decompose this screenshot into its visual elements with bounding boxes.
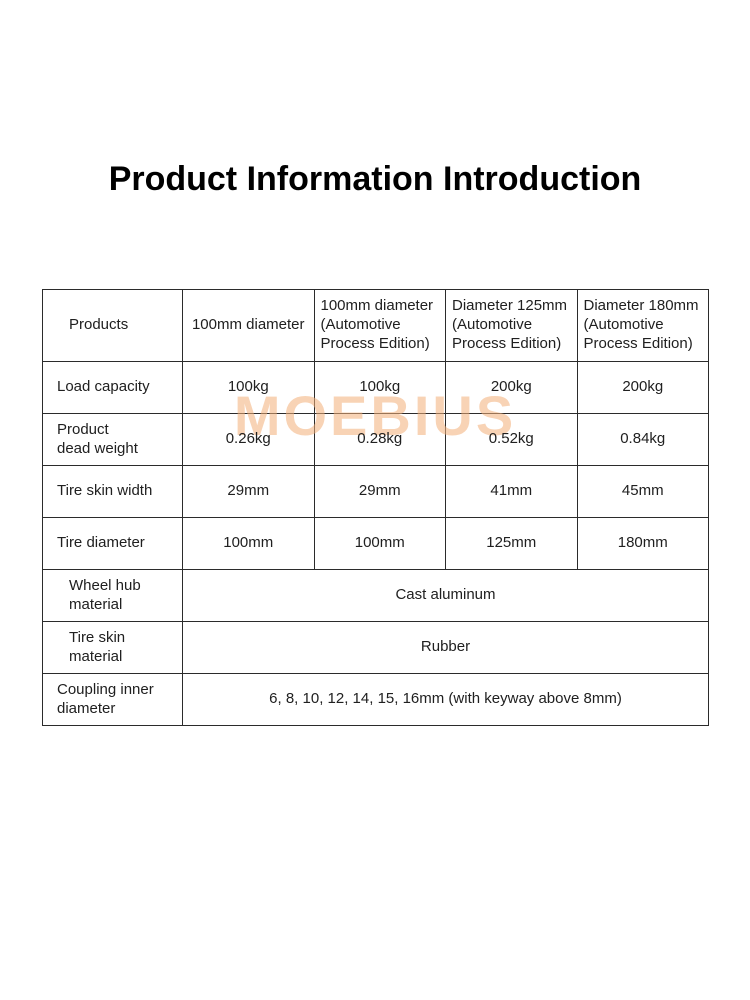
- table-cell: 29mm: [183, 466, 315, 518]
- table-header-row: Products 100mm diameter 100mm diameter (…: [43, 290, 709, 362]
- table-cell: 200kg: [577, 362, 709, 414]
- table-cell: 45mm: [577, 466, 709, 518]
- table-cell-span: 6, 8, 10, 12, 14, 15, 16mm (with keyway …: [183, 674, 709, 726]
- col-header-products: Products: [43, 290, 183, 362]
- spec-table: Products 100mm diameter 100mm diameter (…: [42, 289, 709, 726]
- table-row: Coupling innerdiameter 6, 8, 10, 12, 14,…: [43, 674, 709, 726]
- table-cell: 0.84kg: [577, 414, 709, 466]
- table-row: Tire skin width 29mm 29mm 41mm 45mm: [43, 466, 709, 518]
- col-header-125mm: Diameter 125mm (Automotive Process Editi…: [446, 290, 578, 362]
- page-title: Product Information Introduction: [0, 160, 750, 199]
- table-cell-span: Rubber: [183, 622, 709, 674]
- table-cell: 200kg: [446, 362, 578, 414]
- table-row: Tire skinmaterial Rubber: [43, 622, 709, 674]
- row-label-weight: Productdead weight: [43, 414, 183, 466]
- table-cell: 100kg: [314, 362, 446, 414]
- table-container: MOEBIUS Products 100mm diameter 100mm d: [42, 289, 708, 726]
- table-cell: 100mm: [183, 518, 315, 570]
- row-label-coupling: Coupling innerdiameter: [43, 674, 183, 726]
- table-row: Wheel hubmaterial Cast aluminum: [43, 570, 709, 622]
- col-header-100mm: 100mm diameter: [183, 290, 315, 362]
- table-cell: 125mm: [446, 518, 578, 570]
- row-label-diameter: Tire diameter: [43, 518, 183, 570]
- row-label-skinwidth: Tire skin width: [43, 466, 183, 518]
- table-cell: 100mm: [314, 518, 446, 570]
- table-cell: 29mm: [314, 466, 446, 518]
- table-cell-span: Cast aluminum: [183, 570, 709, 622]
- table-row: Productdead weight 0.26kg 0.28kg 0.52kg …: [43, 414, 709, 466]
- table-cell: 41mm: [446, 466, 578, 518]
- row-label-load: Load capacity: [43, 362, 183, 414]
- page-container: Product Information Introduction MOEBIUS…: [0, 0, 750, 1000]
- table-cell: 0.28kg: [314, 414, 446, 466]
- table-cell: 0.26kg: [183, 414, 315, 466]
- row-label-skinmat: Tire skinmaterial: [43, 622, 183, 674]
- table-cell: 180mm: [577, 518, 709, 570]
- table-cell: 100kg: [183, 362, 315, 414]
- row-label-hub: Wheel hubmaterial: [43, 570, 183, 622]
- table-cell: 0.52kg: [446, 414, 578, 466]
- table-row: Load capacity 100kg 100kg 200kg 200kg: [43, 362, 709, 414]
- table-row: Tire diameter 100mm 100mm 125mm 180mm: [43, 518, 709, 570]
- col-header-180mm: Diameter 180mm (Automotive Process Editi…: [577, 290, 709, 362]
- col-header-100mm-auto: 100mm diameter (Automotive Process Editi…: [314, 290, 446, 362]
